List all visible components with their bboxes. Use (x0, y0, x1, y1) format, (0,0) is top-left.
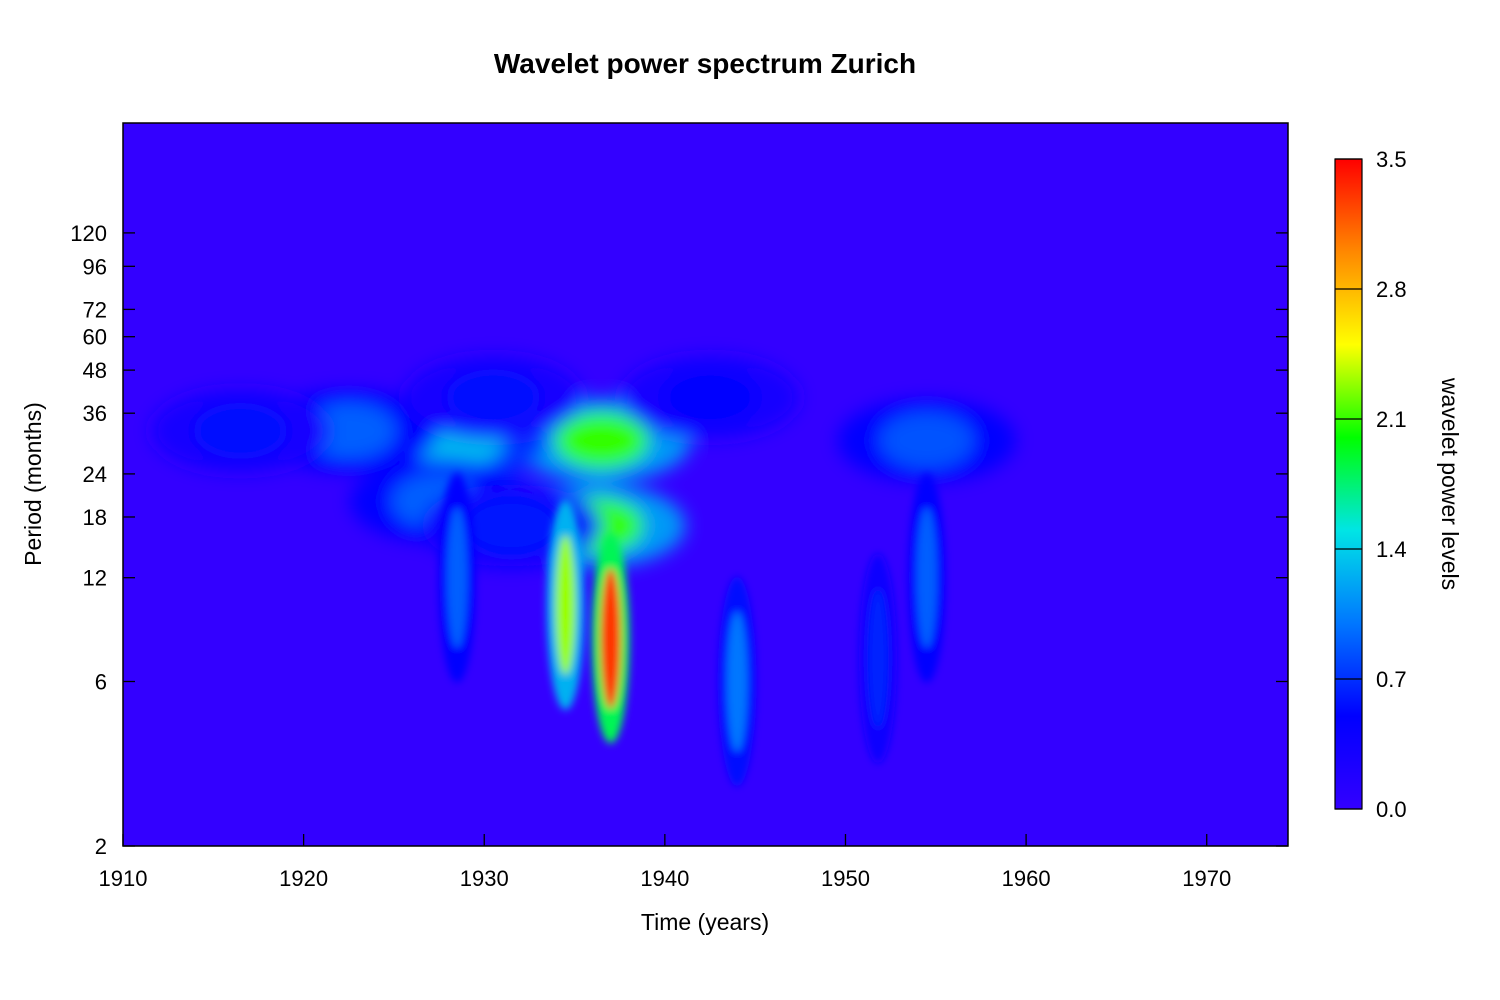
power-blob (868, 588, 888, 729)
plot-area (123, 123, 1288, 846)
power-blob (916, 507, 937, 648)
colorbar-tick-label: 0.7 (1376, 667, 1407, 692)
y-tick-label: 18 (83, 505, 107, 530)
x-tick-label: 1950 (821, 866, 870, 891)
y-tick-label: 48 (83, 358, 107, 383)
colorbar: 0.0 0.7 1.4 2.1 2.8 3.5 wavelet power levels (1334, 147, 1463, 822)
y-tick-label: 24 (83, 462, 107, 487)
colorbar-scale (1334, 158, 1363, 810)
x-tick-label: 1940 (640, 866, 689, 891)
power-blob (301, 402, 396, 459)
colorbar-tick-label: 1.4 (1376, 537, 1407, 562)
y-tick-label: 72 (83, 297, 107, 322)
power-peaks (438, 472, 946, 787)
power-blob (879, 412, 974, 469)
plot-background (123, 123, 1288, 846)
colorbar-tick-label: 2.8 (1376, 277, 1407, 302)
y-tick-label: 6 (95, 669, 107, 694)
chart-title: Wavelet power spectrum Zurich (494, 48, 916, 79)
colorbar-tick-label: 3.5 (1376, 147, 1407, 172)
power-blob (464, 497, 559, 554)
y-tick-label: 96 (83, 254, 107, 279)
x-axis-label: Time (years) (641, 909, 769, 935)
colorbar-ticks: 0.0 0.7 1.4 2.1 2.8 3.5 (1335, 147, 1407, 822)
y-tick-label: 12 (83, 566, 107, 591)
y-tick-label: 120 (70, 221, 107, 246)
x-tick-label: 1970 (1182, 866, 1231, 891)
power-blob (446, 369, 541, 426)
y-tick-label: 60 (83, 325, 107, 350)
power-blob (555, 535, 576, 675)
power-blob (447, 507, 468, 648)
colorbar-tick-label: 2.1 (1376, 407, 1407, 432)
power-blob (727, 611, 748, 752)
x-tick-label: 1930 (460, 866, 509, 891)
x-axis: 1910 1920 1930 1940 1950 1960 1970 (99, 834, 1231, 891)
x-tick-label: 1920 (279, 866, 328, 891)
x-tick-label: 1960 (1002, 866, 1051, 891)
y-tick-label: 2 (95, 834, 107, 859)
power-blob (554, 412, 649, 469)
x-tick-label: 1910 (99, 866, 148, 891)
colorbar-tick-label: 0.0 (1376, 797, 1407, 822)
y-axis: 2 6 12 18 24 36 48 60 72 96 120 (70, 221, 1288, 859)
y-axis-label: Period (months) (20, 402, 46, 566)
colorbar-label: wavelet power levels (1437, 377, 1463, 590)
plot-frame (122, 122, 1289, 847)
power-blob (193, 402, 288, 459)
power-blob (663, 369, 757, 426)
power-blob (600, 568, 621, 709)
y-tick-label: 36 (83, 401, 107, 426)
